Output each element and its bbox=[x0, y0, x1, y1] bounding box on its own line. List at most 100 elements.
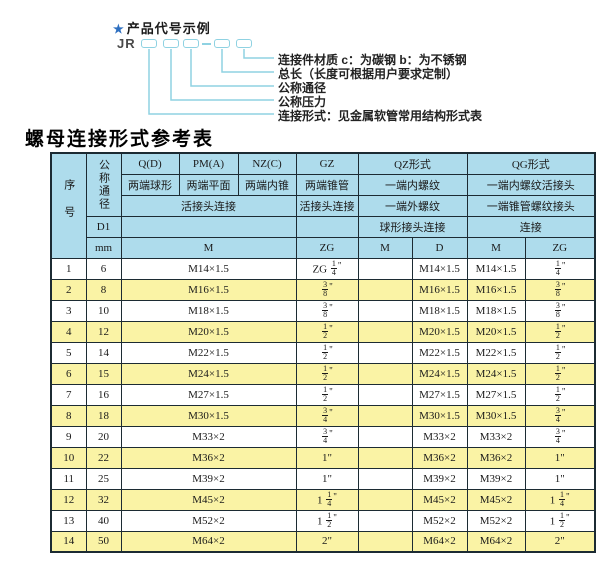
cell-qz-m bbox=[357, 362, 413, 385]
cell-qg-m: M27×1.5 bbox=[466, 383, 526, 406]
cell-no: 1 bbox=[50, 257, 87, 280]
header-pm-desc: 两端平面 bbox=[178, 173, 239, 196]
table-row: 2 8 M16×1.5 3 8 " M16×1.5 M16×1.5 3 8 " bbox=[50, 278, 596, 301]
header-m3: M bbox=[466, 236, 526, 259]
nut-connection-table: 序号 公称通径 Q(D) PM(A) NZ(C) GZ QZ形式 QG形式 两端… bbox=[50, 152, 597, 553]
cell-qg-zg: 1 4 " bbox=[524, 257, 596, 280]
table-row: 7 16 M27×1.5 1 2 " M27×1.5 M27×1.5 1 2 " bbox=[50, 383, 596, 406]
code-box-4 bbox=[214, 39, 230, 48]
cell-m: M64×2 bbox=[120, 530, 297, 553]
cell-dn: 20 bbox=[85, 425, 122, 448]
table-row: 3 10 M18×1.5 3 8 " M18×1.5 M18×1.5 3 8 " bbox=[50, 299, 596, 322]
cell-qz-d: M33×2 bbox=[411, 425, 468, 448]
cell-qg-zg: 2" bbox=[524, 530, 596, 553]
cell-qz-d: M22×1.5 bbox=[411, 341, 468, 364]
cell-gz: 1 2 " bbox=[295, 362, 359, 385]
cell-dn: 15 bbox=[85, 362, 122, 385]
header-col-q: Q(D) bbox=[120, 152, 180, 175]
code-box-2 bbox=[163, 39, 179, 48]
cell-no: 3 bbox=[50, 299, 87, 322]
cell-qz-m bbox=[357, 299, 413, 322]
cell-gz: 1 2 " bbox=[295, 383, 359, 406]
table-row: 4 12 M20×1.5 1 2 " M20×1.5 M20×1.5 1 2 " bbox=[50, 320, 596, 343]
cell-qz-m bbox=[357, 278, 413, 301]
cell-qg-zg: 3 8 " bbox=[524, 299, 596, 322]
cell-gz: 3 8 " bbox=[295, 278, 359, 301]
cell-gz: 3 8 " bbox=[295, 299, 359, 322]
cell-qg-m: M45×2 bbox=[466, 488, 526, 511]
header-nz-desc: 两端内锥 bbox=[237, 173, 297, 196]
cell-gz: 1" bbox=[295, 467, 359, 490]
cell-qz-d: M36×2 bbox=[411, 446, 468, 469]
table-row: 1 6 M14×1.5 ZG 1 4 " M14×1.5 M14×1.5 1 4 " bbox=[50, 257, 596, 280]
cell-qz-d: M52×2 bbox=[411, 509, 468, 532]
cell-m: M52×2 bbox=[120, 509, 297, 532]
header-blank-m bbox=[120, 215, 297, 238]
cell-dn: 8 bbox=[85, 278, 122, 301]
header-qg-desc1: 一端内螺纹活接头 bbox=[466, 173, 596, 196]
cell-no: 4 bbox=[50, 320, 87, 343]
cell-gz: 2" bbox=[295, 530, 359, 553]
header-qz-conn: 球形接头连接 bbox=[357, 215, 468, 238]
cell-qg-m: M33×2 bbox=[466, 425, 526, 448]
label-material: 连接件材质 c：为碳钢 b：为不锈钢 bbox=[278, 53, 467, 67]
cell-no: 6 bbox=[50, 362, 87, 385]
table-row: 11 25 M39×2 1" M39×2 M39×2 1" bbox=[50, 467, 596, 490]
cell-qz-m bbox=[357, 257, 413, 280]
header-d1: D1 bbox=[85, 215, 122, 238]
cell-qg-m: M52×2 bbox=[466, 509, 526, 532]
cell-no: 14 bbox=[50, 530, 87, 553]
cell-m: M36×2 bbox=[120, 446, 297, 469]
cell-no: 11 bbox=[50, 467, 87, 490]
table-row: 8 18 M30×1.5 3 4 " M30×1.5 M30×1.5 3 4 " bbox=[50, 404, 596, 427]
cell-m: M33×2 bbox=[120, 425, 297, 448]
cell-no: 12 bbox=[50, 488, 87, 511]
header-gz-desc: 两端锥管 bbox=[295, 173, 359, 196]
header-col-qg: QG形式 bbox=[466, 152, 596, 175]
product-code-prefix: JR bbox=[117, 36, 136, 51]
cell-qg-zg: 3 4 " bbox=[524, 404, 596, 427]
code-box-5 bbox=[236, 39, 252, 48]
header-col-gz: GZ bbox=[295, 152, 359, 175]
cell-qg-m: M16×1.5 bbox=[466, 278, 526, 301]
cell-qg-m: M20×1.5 bbox=[466, 320, 526, 343]
cell-m: M30×1.5 bbox=[120, 404, 297, 427]
product-code-diagram: ★ 产品代号示例 JR 连接件材质 c：为碳钢 b：为不锈钢 总长（长度可根据用户… bbox=[0, 0, 600, 150]
cell-dn: 14 bbox=[85, 341, 122, 364]
table-row: 12 32 M45×2 1 1 4 " M45×2 M45×2 1 1 4 " bbox=[50, 488, 596, 511]
cell-qz-d: M24×1.5 bbox=[411, 362, 468, 385]
table-row: 6 15 M24×1.5 1 2 " M24×1.5 M24×1.5 1 2 " bbox=[50, 362, 596, 385]
cell-qg-zg: 1 2 " bbox=[524, 341, 596, 364]
cell-qg-m: M14×1.5 bbox=[466, 257, 526, 280]
cell-qg-m: M30×1.5 bbox=[466, 404, 526, 427]
cell-qz-m bbox=[357, 383, 413, 406]
cell-dn: 40 bbox=[85, 509, 122, 532]
cell-qg-zg: 3 4 " bbox=[524, 425, 596, 448]
cell-dn: 50 bbox=[85, 530, 122, 553]
cell-qg-zg: 1 2 " bbox=[524, 383, 596, 406]
header-col-pm: PM(A) bbox=[178, 152, 239, 175]
table-title: 螺母连接形式参考表 bbox=[25, 129, 215, 150]
cell-no: 2 bbox=[50, 278, 87, 301]
cell-qz-d: M14×1.5 bbox=[411, 257, 468, 280]
table-row: 10 22 M36×2 1" M36×2 M36×2 1" bbox=[50, 446, 596, 469]
connector-lines bbox=[148, 49, 274, 115]
table-body: 1 6 M14×1.5 ZG 1 4 " M14×1.5 M14×1.5 1 4 " 2 8 M16×1.… bbox=[50, 257, 596, 553]
code-box-3 bbox=[183, 39, 199, 48]
cell-m: M16×1.5 bbox=[120, 278, 297, 301]
cell-qg-m: M36×2 bbox=[466, 446, 526, 469]
header-m2: M bbox=[357, 236, 413, 259]
cell-qg-zg: 1 1 4 " bbox=[524, 488, 596, 511]
cell-qg-m: M22×1.5 bbox=[466, 341, 526, 364]
header-seq: 序号 bbox=[50, 152, 87, 259]
